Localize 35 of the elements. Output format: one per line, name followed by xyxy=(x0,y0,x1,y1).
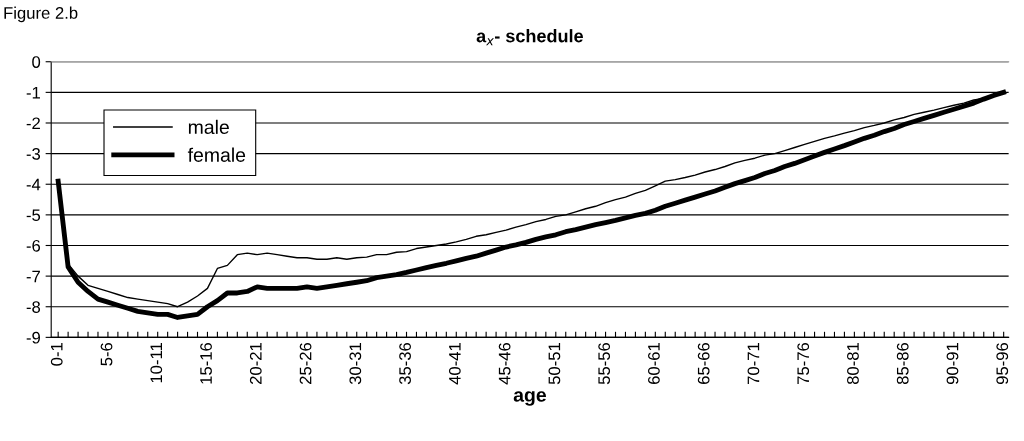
x-tick-label: 25-26 xyxy=(299,342,312,385)
legend-label: male xyxy=(188,119,229,135)
x-tick-label: 75-76 xyxy=(797,342,810,384)
x-tick-label: 60-61 xyxy=(647,343,660,384)
y-tick-label: 0 xyxy=(32,56,41,68)
x-tick-label: 15-16 xyxy=(200,342,212,384)
x-tick-label: 50-51 xyxy=(548,343,561,385)
x-tick-label: 30-31 xyxy=(349,343,362,385)
x-tick-label: 10-11 xyxy=(150,343,163,383)
x-tick-label: 90-91 xyxy=(946,343,959,385)
y-tick-label: -9 xyxy=(26,331,40,344)
x-tick-label: 20-21 xyxy=(249,343,262,385)
x-tick-label: 85-86 xyxy=(896,342,909,385)
y-tick-label: -4 xyxy=(26,178,41,191)
chart-title: a$_{x}$- schedule xyxy=(476,29,583,46)
y-tick-label: -6 xyxy=(26,239,41,252)
x-axis-title: age xyxy=(513,391,547,406)
y-tick-label: -5 xyxy=(26,209,41,222)
x-tick-label: 65-66 xyxy=(697,342,710,384)
y-tick-label: -8 xyxy=(26,301,41,313)
x-tick-label: 0-1 xyxy=(50,343,63,366)
caption: Figure 2.b xyxy=(4,6,78,23)
x-tick-label: 45-46 xyxy=(498,342,511,385)
x-tick-label: 40-41 xyxy=(448,343,461,385)
x-tick-label: 80-81 xyxy=(847,343,859,385)
x-tick-label: 55-56 xyxy=(598,342,611,385)
y-tick-label: -2 xyxy=(26,117,40,130)
y-tick-label: -7 xyxy=(26,270,40,283)
y-tick-label: -3 xyxy=(26,148,41,160)
x-tick-label: 5-6 xyxy=(100,342,113,366)
x-tick-label: 95-96 xyxy=(996,342,1009,385)
y-tick-label: -1 xyxy=(26,86,40,99)
x-tick-label: 70-71 xyxy=(747,343,760,384)
legend-label: female xyxy=(187,147,246,162)
x-tick-label: 35-36 xyxy=(399,342,411,385)
